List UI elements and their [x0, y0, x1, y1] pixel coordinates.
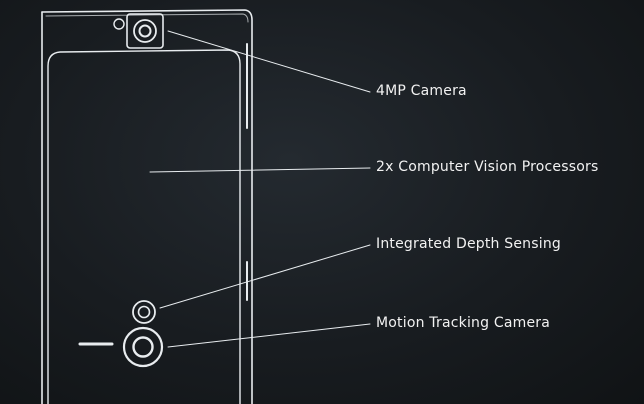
motion-camera-inner-icon [132, 336, 154, 358]
camera-module-frame [126, 13, 164, 49]
callout-label-vision-processors: 2x Computer Vision Processors [376, 159, 599, 175]
callout-label-camera: 4MP Camera [376, 83, 467, 99]
camera-lens-inner-icon [138, 24, 152, 38]
leader-line-vision-processors [149, 167, 371, 173]
leader-line-motion-camera [167, 323, 371, 348]
depth-sensor-inner-icon [137, 305, 151, 319]
camera-lens-outer-icon [133, 19, 157, 43]
phone-body-inner-top [45, 13, 249, 23]
back-panel-outline [47, 49, 241, 404]
leader-line-camera [167, 30, 371, 93]
phone-body-outline [41, 9, 253, 404]
motion-camera-outer-icon [122, 326, 164, 368]
leader-line-depth-sensing [159, 244, 371, 309]
depth-sensor-outer-icon [132, 300, 156, 324]
callout-label-depth-sensing: Integrated Depth Sensing [376, 236, 561, 252]
callout-label-motion-camera: Motion Tracking Camera [376, 315, 550, 331]
camera-flash-icon [113, 18, 125, 30]
